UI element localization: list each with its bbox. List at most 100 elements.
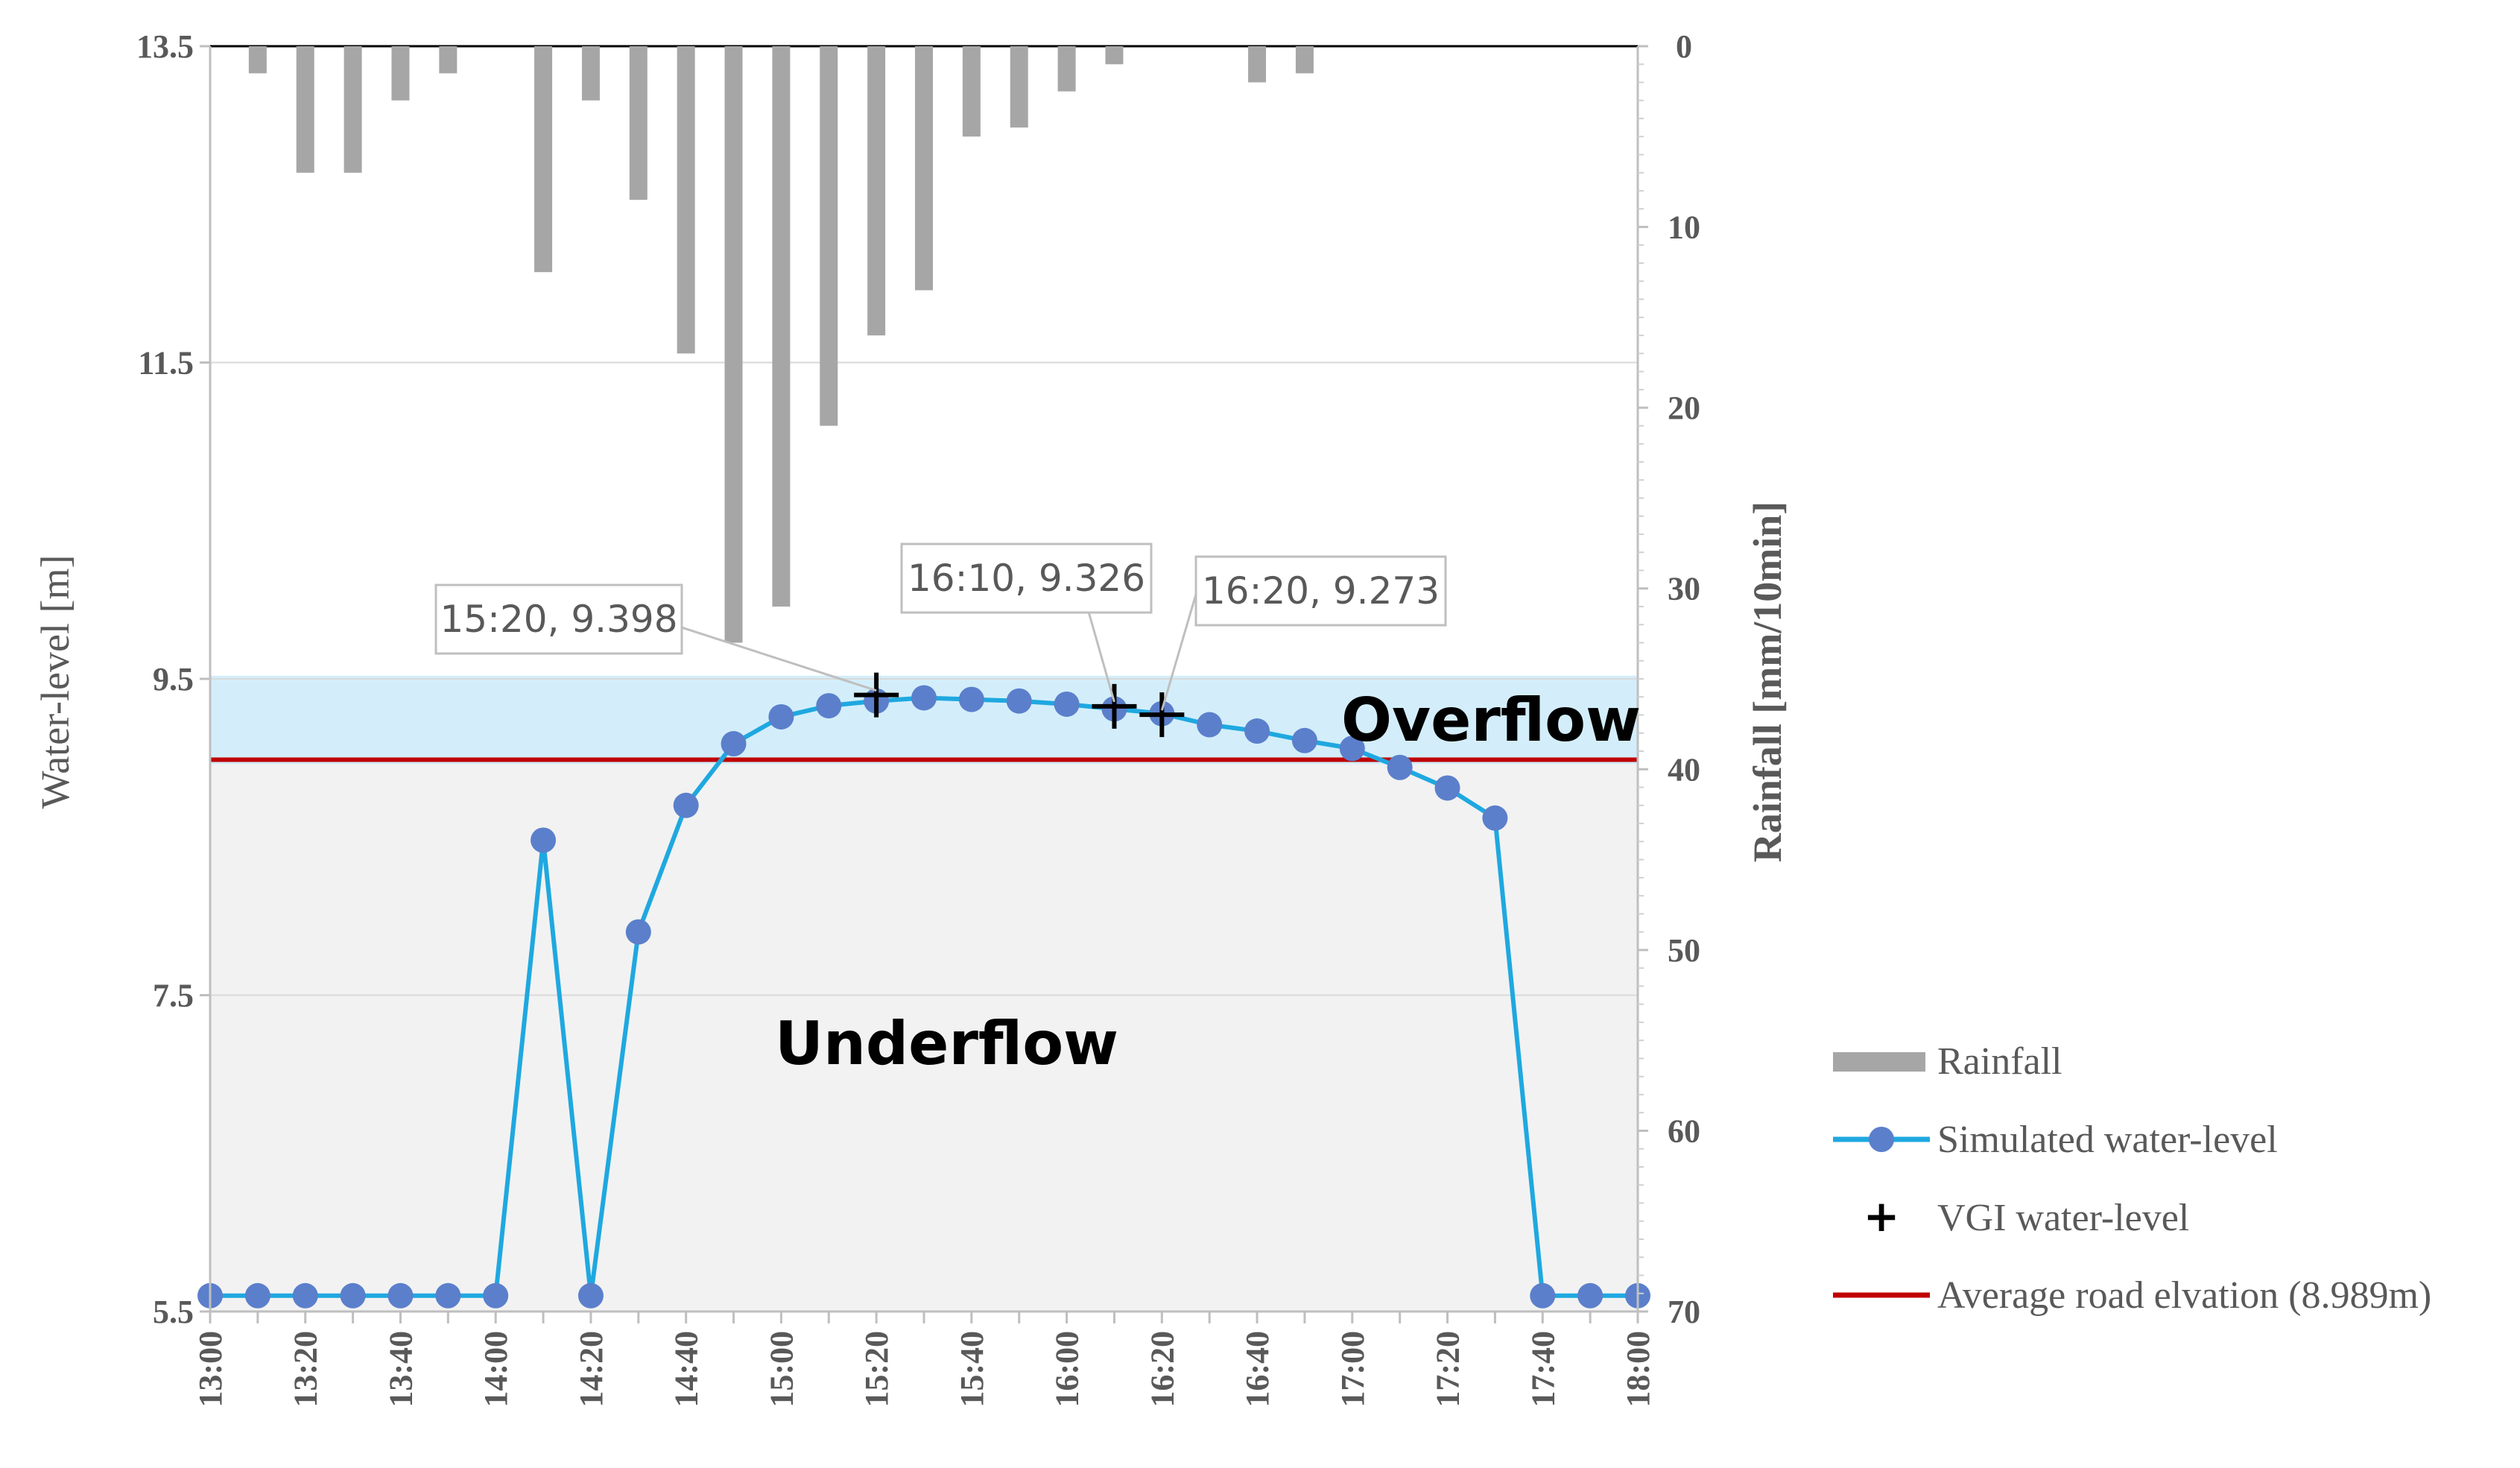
simulated-point: [435, 1282, 461, 1309]
rainfall-bars: [248, 46, 1314, 643]
callout-label: 15:20, 9.398: [440, 598, 677, 641]
x-tick-label: 18:00: [1620, 1331, 1656, 1408]
callouts: 15:20, 9.398 16:10, 9.326 16:20, 9.273: [434, 542, 1447, 711]
simulated-point: [911, 685, 937, 711]
simulated-point: [958, 686, 984, 712]
rainfall-bar: [248, 46, 267, 74]
rainfall-bar: [677, 46, 695, 354]
simulated-point: [244, 1282, 270, 1309]
labels: Overflow Underflow Water-level [m] Rainf…: [33, 502, 1790, 1078]
simulated-point: [1244, 718, 1270, 744]
simulated-point: [1530, 1282, 1556, 1309]
legend-vgi-label: VGI water-level: [1937, 1197, 2189, 1239]
vgi-markers: [854, 672, 1185, 738]
callout-box: [1194, 555, 1447, 627]
y-right-tick-label: 20: [1668, 390, 1700, 426]
rainfall-bar: [581, 46, 600, 101]
simulated-point: [1434, 775, 1460, 801]
simulated-point: [1197, 712, 1223, 738]
underflow-label: Underflow: [775, 1009, 1118, 1078]
simulated-point: [483, 1282, 509, 1309]
rainfall-bar: [439, 46, 458, 74]
y-right-tick-label: 0: [1676, 28, 1692, 65]
x-tick-label: 17:40: [1525, 1331, 1561, 1408]
rainfall-bar: [820, 46, 838, 426]
x-tick-label: 15:40: [954, 1331, 990, 1408]
simulated-point: [387, 1282, 414, 1309]
x-tick-label: 13:00: [192, 1331, 229, 1408]
y-right-tick-label: 50: [1668, 932, 1700, 969]
y-right-axis-title: Rainfall [mm/10min]: [1745, 502, 1790, 862]
y-left-tick-label: 7.5: [153, 978, 194, 1014]
legend-rainfall-swatch: [1833, 1052, 1925, 1072]
x-tick-label: 14:20: [573, 1331, 610, 1408]
legend: Rainfall Simulated water-level + VGI wat…: [1833, 1040, 2431, 1317]
simulated-point: [816, 693, 842, 719]
rainfall-bar: [391, 46, 410, 101]
rainfall-bar: [629, 46, 648, 200]
rainfall-bar: [1295, 46, 1314, 74]
simulated-point: [1291, 727, 1317, 753]
simulated-point: [721, 731, 747, 757]
y-right-tick-label: 30: [1668, 571, 1700, 607]
overflow-label: Overflow: [1341, 686, 1641, 755]
simulated-point: [1339, 735, 1365, 762]
x-tick-label: 16:40: [1239, 1331, 1276, 1408]
simulated-point: [1577, 1282, 1604, 1309]
simulated-point: [340, 1282, 366, 1309]
callout-leader: [1160, 594, 1197, 711]
y-left-tick-label: 13.5: [136, 28, 194, 65]
y-right-tick-label: 40: [1668, 751, 1700, 788]
x-tick-label: 13:20: [288, 1331, 324, 1408]
simulated-point: [1482, 805, 1508, 831]
simulated-point: [1387, 754, 1413, 780]
rainfall-bar: [1057, 46, 1076, 92]
callout-label: 16:10, 9.326: [908, 557, 1145, 600]
rainfall-bar: [724, 46, 743, 643]
legend-vgi-symbol: +: [1864, 1191, 1900, 1241]
legend-simulated-marker: [1869, 1127, 1894, 1152]
y-right-tick-label: 60: [1668, 1113, 1700, 1149]
rainfall-bar: [534, 46, 553, 273]
callout-leader: [1087, 612, 1115, 703]
y-left-tick-label: 11.5: [138, 345, 194, 382]
rainfall-bar: [1248, 46, 1267, 83]
x-tick-label: 17:00: [1335, 1331, 1371, 1408]
simulated-point: [531, 827, 557, 853]
legend-rainfall-label: Rainfall: [1937, 1040, 2062, 1083]
simulated-point: [292, 1282, 318, 1309]
simulated-point: [1006, 688, 1032, 714]
x-tick-label: 14:00: [478, 1331, 514, 1408]
callout-label: 16:20, 9.273: [1202, 569, 1440, 613]
y-right-tick-label: 70: [1668, 1294, 1700, 1330]
rainfall-bar: [1010, 46, 1028, 128]
callout-box: [434, 583, 683, 655]
rainfall-bar: [296, 46, 314, 173]
rainfall-bar: [962, 46, 981, 137]
y-right-tick-label: 10: [1668, 209, 1700, 246]
legend-simulated-label: Simulated water-level: [1937, 1119, 2278, 1161]
x-tick-label: 15:20: [858, 1331, 895, 1408]
y-left-tick-label: 9.5: [153, 661, 194, 697]
legend-road-label: Average road elvation (8.989m): [1937, 1274, 2431, 1317]
rainfall-bar: [772, 46, 791, 607]
simulated-point: [577, 1282, 604, 1309]
rainfall-bar: [915, 46, 933, 291]
y-left-tick-label: 5.5: [153, 1294, 194, 1330]
x-tick-label: 14:40: [668, 1331, 705, 1408]
underflow-region: [210, 764, 1638, 1312]
x-tick-label: 13:40: [382, 1331, 419, 1408]
y-left-axis-title: Water-level [m]: [33, 555, 77, 809]
rainfall-bar: [867, 46, 886, 336]
axes: 13.5 11.5 9.5 7.5 5.5 0 10 20 30 40 50 60 70 13:00 13:…: [136, 28, 1700, 1408]
simulated-point: [673, 792, 699, 818]
x-tick-label: 16:00: [1049, 1331, 1086, 1408]
callout-leader: [681, 626, 877, 692]
x-tick-label: 17:20: [1430, 1331, 1466, 1408]
simulated-point: [1054, 691, 1080, 717]
simulated-point: [768, 703, 794, 730]
x-tick-label: 15:00: [763, 1331, 800, 1408]
x-tick-label: 16:20: [1144, 1331, 1180, 1408]
rainfall-bar: [344, 46, 362, 173]
